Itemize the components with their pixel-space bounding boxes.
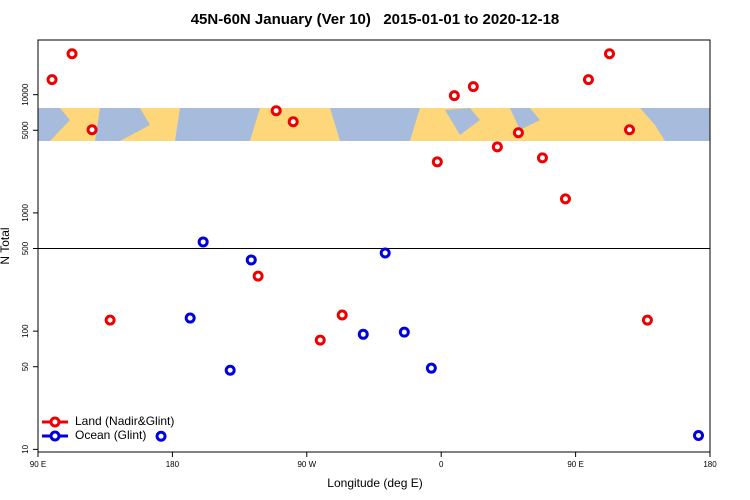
- y-tick-label: 100: [21, 324, 30, 338]
- point: [357, 328, 369, 340]
- y-axis-label: N Total: [0, 227, 12, 264]
- x-tick-label: 0: [439, 460, 444, 469]
- point: [245, 254, 257, 266]
- point: [46, 74, 58, 86]
- point: [425, 362, 437, 374]
- point: [86, 124, 98, 136]
- point: [536, 152, 548, 164]
- point: [270, 105, 282, 117]
- point: [336, 309, 348, 321]
- point: [398, 326, 410, 338]
- point: [491, 141, 503, 153]
- x-tick-label: 180: [703, 460, 717, 469]
- point: [66, 48, 78, 60]
- x-tick-label: 90 W: [297, 460, 316, 469]
- legend-label: Land (Nadir&Glint): [75, 414, 174, 428]
- point: [624, 124, 636, 136]
- chart-title: 45N-60N January (Ver 10) 2015-01-01 to 2…: [191, 11, 560, 28]
- point: [693, 430, 705, 442]
- point: [603, 48, 615, 60]
- y-tick-label: 50: [21, 362, 30, 371]
- y-tick-label: 10: [21, 444, 30, 453]
- point: [184, 312, 196, 324]
- point: [224, 364, 236, 376]
- point: [287, 116, 299, 128]
- y-tick-label: 5000: [21, 121, 30, 139]
- point: [512, 127, 524, 139]
- y-tick-label: 10000: [21, 83, 30, 106]
- point: [448, 90, 460, 102]
- plot-frame: [37, 39, 711, 453]
- point: [252, 270, 264, 282]
- y-tick-label: 1000: [21, 203, 30, 221]
- x-tick-label: 180: [166, 460, 180, 469]
- point: [314, 334, 326, 346]
- x-tick-label: 90 E: [30, 460, 46, 469]
- map-band: [38, 108, 710, 141]
- x-axis-label: Longitude (deg E): [327, 476, 422, 490]
- legend-marker: [49, 430, 61, 442]
- point: [104, 314, 116, 326]
- point: [155, 430, 167, 442]
- x-tick-label: 90 E: [567, 460, 583, 469]
- point: [582, 74, 594, 86]
- legend-label: Ocean (Glint): [75, 428, 146, 442]
- legend-marker: [49, 416, 61, 428]
- point: [379, 247, 391, 259]
- y-tick-label: 500: [21, 241, 30, 255]
- point: [641, 314, 653, 326]
- point: [467, 81, 479, 93]
- point: [431, 156, 443, 168]
- point: [197, 236, 209, 248]
- point: [559, 193, 571, 205]
